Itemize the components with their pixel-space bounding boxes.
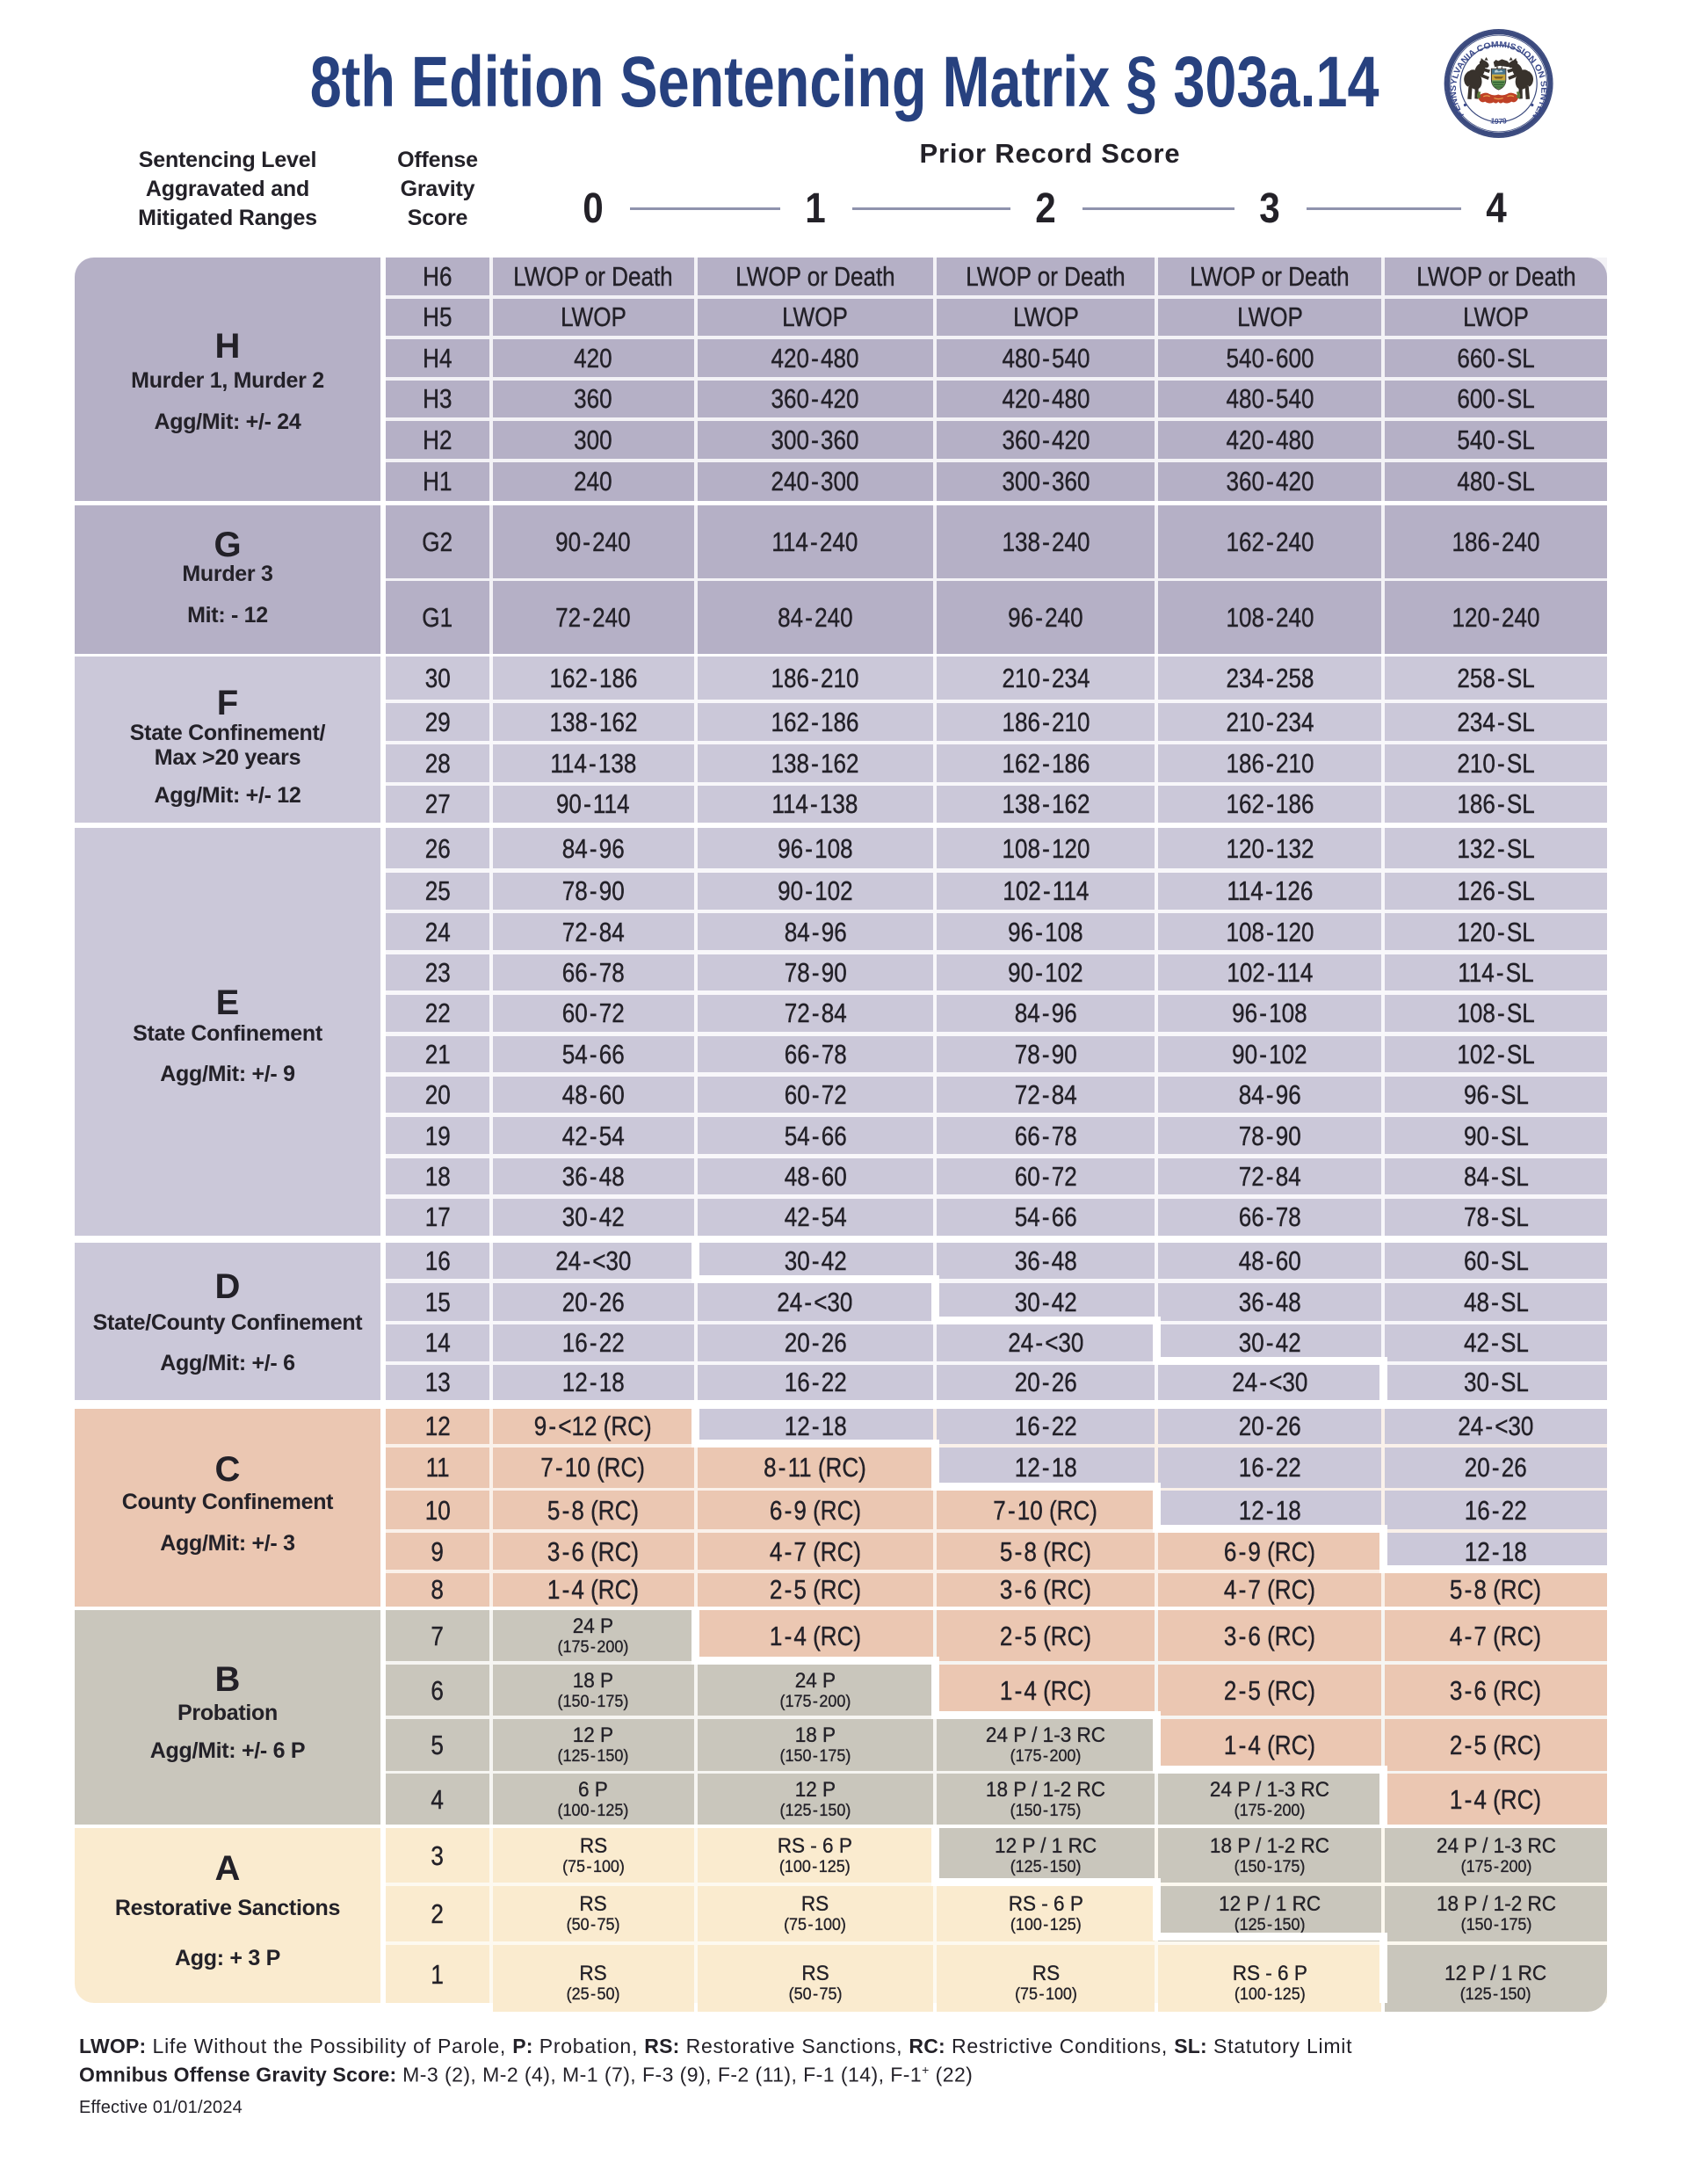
svg-text:1979: 1979 (1490, 116, 1508, 126)
